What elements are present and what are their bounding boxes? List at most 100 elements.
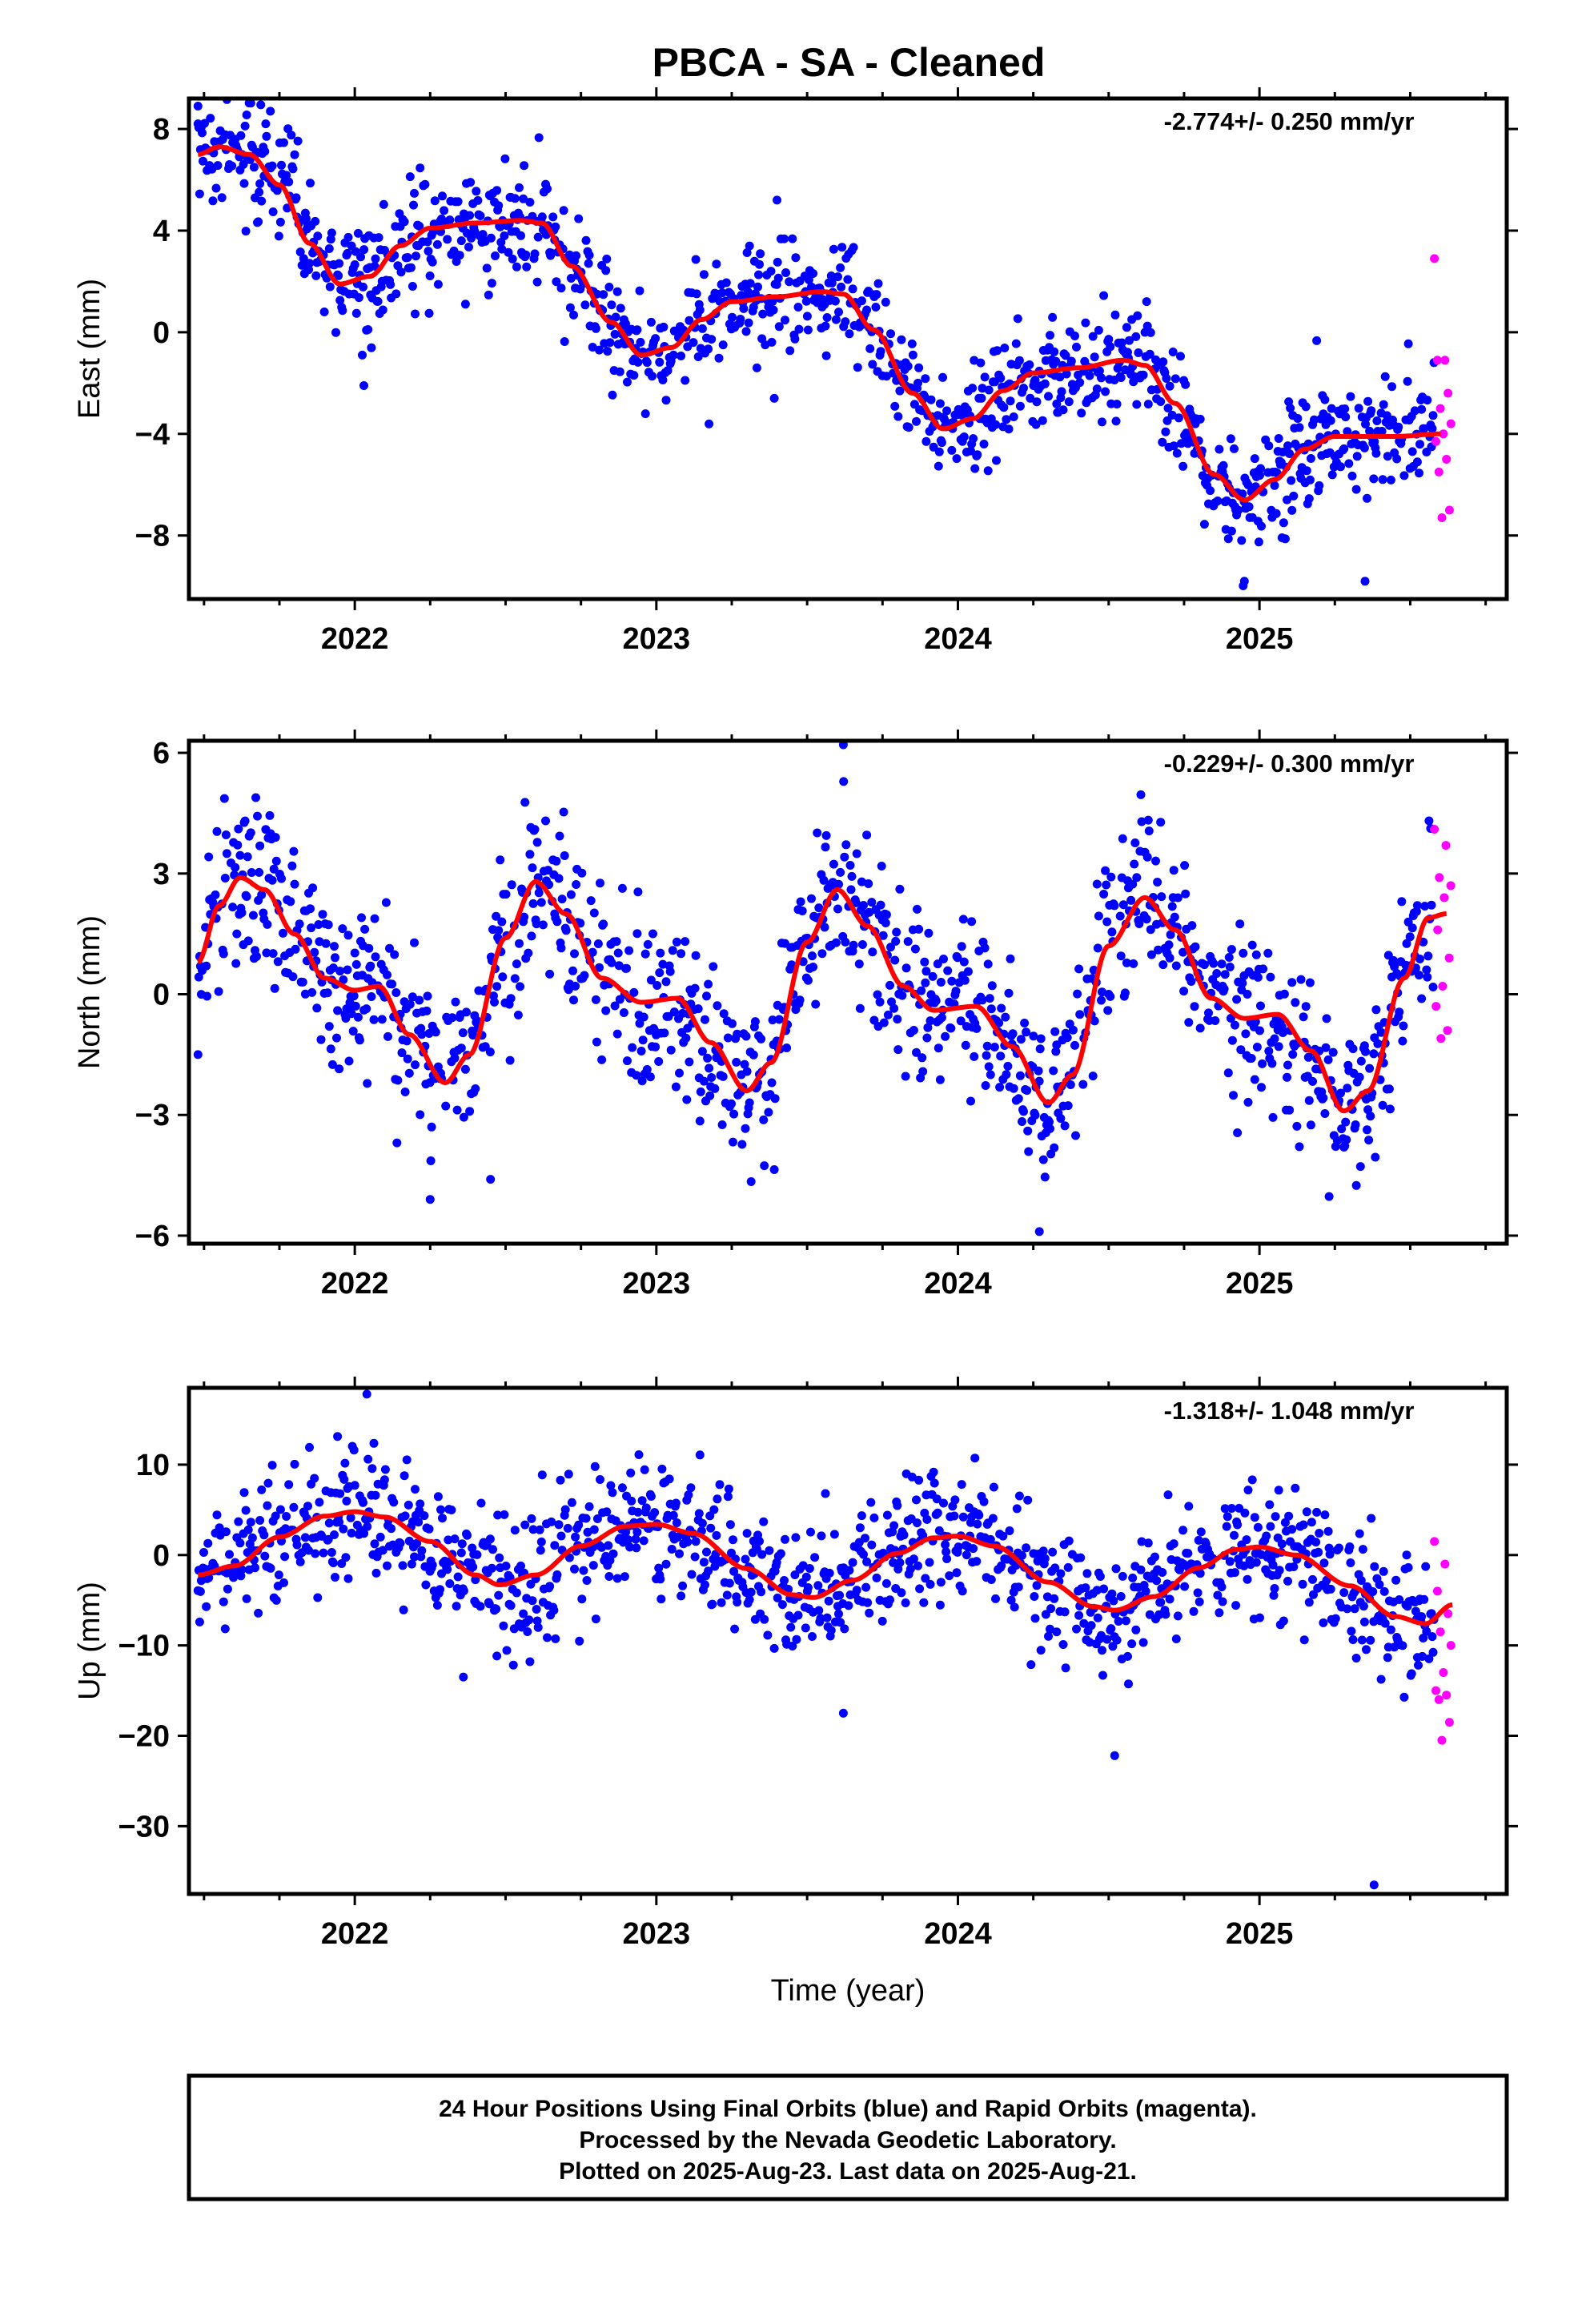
final-point: [1127, 1639, 1137, 1649]
final-point: [1024, 1147, 1034, 1156]
final-point: [501, 1562, 511, 1570]
final-point: [1288, 1050, 1298, 1059]
final-point: [263, 1501, 272, 1510]
final-orbit-points: [193, 1389, 1439, 1890]
final-point: [1055, 372, 1065, 382]
final-point: [1274, 1042, 1283, 1051]
final-point: [422, 1006, 432, 1015]
final-point: [410, 938, 419, 947]
final-point: [1086, 1621, 1096, 1630]
final-point: [675, 1549, 684, 1558]
final-point: [246, 99, 255, 108]
final-point: [914, 924, 924, 934]
final-point: [1025, 360, 1034, 369]
final-point: [806, 1527, 815, 1537]
x-tick-label: 2024: [924, 1267, 992, 1301]
final-point: [1014, 1094, 1023, 1104]
final-point: [831, 938, 841, 947]
final-point: [1016, 1035, 1026, 1044]
final-point: [836, 263, 845, 272]
final-point: [922, 1033, 932, 1043]
final-point: [978, 995, 987, 1005]
final-point: [371, 952, 380, 962]
final-point: [836, 867, 845, 877]
x-tick-label: 2024: [924, 622, 992, 656]
final-point: [769, 1643, 779, 1653]
final-point: [667, 1545, 677, 1554]
final-point: [569, 995, 578, 1005]
final-point: [844, 1601, 853, 1610]
final-point: [343, 1574, 353, 1583]
final-point: [286, 897, 295, 907]
final-point: [687, 1570, 697, 1579]
final-point: [412, 1538, 422, 1548]
final-point: [242, 892, 251, 901]
final-point: [1143, 400, 1153, 409]
final-point: [408, 282, 417, 291]
final-point: [690, 1552, 700, 1562]
final-point: [912, 416, 921, 426]
final-point: [671, 1498, 681, 1508]
final-point: [1142, 297, 1151, 307]
final-point: [1184, 1502, 1194, 1511]
final-point: [794, 324, 804, 334]
final-point: [1227, 1035, 1237, 1045]
final-point: [1143, 815, 1153, 825]
final-point: [781, 268, 790, 277]
final-point: [486, 1175, 496, 1184]
rapid-point: [1441, 841, 1451, 850]
final-point: [455, 251, 464, 260]
final-point: [1222, 1522, 1231, 1531]
final-point: [532, 277, 542, 287]
final-point: [729, 1535, 737, 1545]
final-point: [472, 1550, 482, 1559]
final-point: [415, 995, 424, 1005]
final-point: [727, 1099, 736, 1108]
final-point: [367, 992, 376, 1001]
final-point: [1364, 1136, 1374, 1145]
final-point: [1351, 1180, 1361, 1190]
final-point: [1275, 1566, 1284, 1575]
final-point: [632, 1527, 642, 1537]
final-point: [862, 1557, 872, 1566]
final-point: [277, 160, 286, 170]
final-point: [773, 257, 782, 267]
final-point: [1085, 1638, 1094, 1647]
final-point: [895, 386, 905, 396]
final-point: [950, 1511, 959, 1521]
final-point: [577, 868, 587, 878]
final-point: [852, 1586, 861, 1595]
final-point: [510, 1526, 520, 1535]
y-tick-label: 0: [153, 979, 170, 1012]
final-point: [642, 1065, 652, 1074]
final-point: [338, 306, 347, 316]
final-point: [448, 1013, 457, 1023]
final-point: [868, 360, 877, 369]
final-point: [257, 1485, 267, 1494]
final-point: [968, 384, 978, 393]
final-point: [675, 1068, 684, 1078]
final-point: [460, 300, 470, 309]
figure-title: PBCA - SA - Cleaned: [652, 40, 1046, 85]
final-point: [757, 1034, 766, 1043]
final-point: [904, 423, 913, 432]
final-point: [934, 1043, 943, 1053]
final-point: [611, 312, 620, 322]
final-point: [592, 1514, 602, 1523]
final-point: [1094, 911, 1103, 921]
final-point: [804, 275, 813, 284]
final-point: [527, 1514, 536, 1523]
final-point: [1103, 1006, 1113, 1015]
final-point: [1056, 1114, 1066, 1124]
final-point: [691, 1537, 701, 1546]
final-point: [612, 287, 622, 296]
final-point: [566, 890, 576, 899]
final-point: [709, 962, 718, 971]
final-point: [864, 879, 873, 888]
final-point: [1134, 919, 1144, 928]
final-point: [640, 949, 650, 959]
final-point: [599, 290, 608, 300]
final-point: [383, 1031, 392, 1041]
final-point: [938, 372, 947, 382]
final-point: [327, 1548, 336, 1557]
